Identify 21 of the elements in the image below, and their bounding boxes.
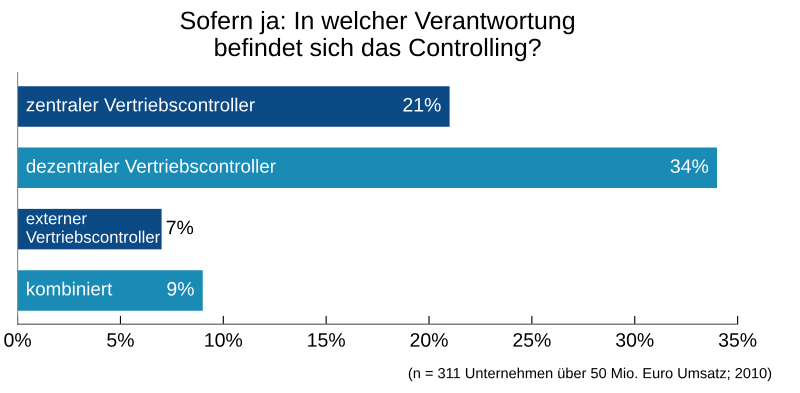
bar xyxy=(18,86,450,127)
chart-title: Sofern ja: In welcher Verantwortung befindet sich das Controlling? xyxy=(180,10,574,62)
bar xyxy=(18,270,203,311)
x-tick-label: 25% xyxy=(513,333,551,347)
y-tick-label: externer Vertriebscontroller xyxy=(26,213,160,243)
x-tick-label: 35% xyxy=(718,333,756,347)
x-tick-label: 0% xyxy=(4,333,31,347)
data-label: 21% xyxy=(403,98,441,112)
x-tick-label: 30% xyxy=(616,333,654,347)
data-label: 7% xyxy=(166,220,194,234)
x-tick-label: 10% xyxy=(205,333,242,347)
x-tick-label: 15% xyxy=(308,333,345,347)
y-tick-label: zentraler Vertriebscontroller xyxy=(26,98,255,112)
y-tick-label: kombiniert xyxy=(27,282,112,296)
data-label: 9% xyxy=(167,282,194,296)
text: (n = 311 Unternehmen über 50 Mio. Euro Umsatz; 2010) xyxy=(408,368,772,382)
data-label: 34% xyxy=(670,159,708,174)
x-tick-label: 5% xyxy=(107,333,134,347)
x-tick-label: 20% xyxy=(410,333,448,347)
bar xyxy=(18,148,718,188)
y-tick-label: dezentraler Vertriebscontroller xyxy=(26,159,276,173)
